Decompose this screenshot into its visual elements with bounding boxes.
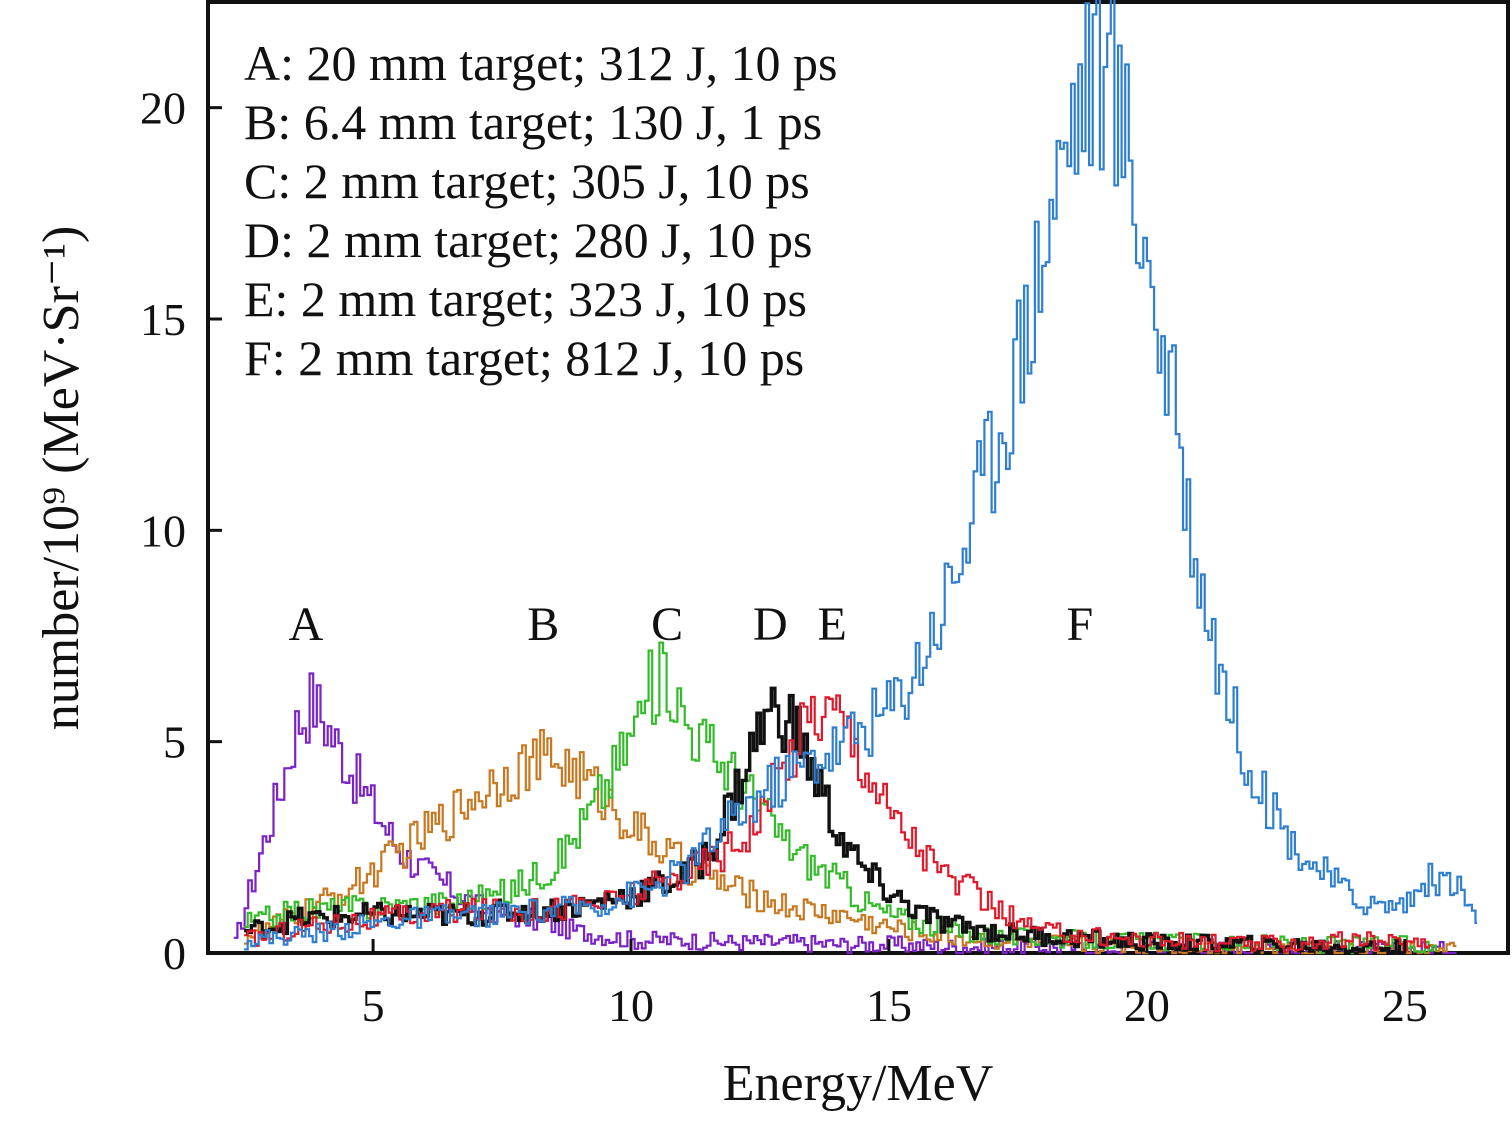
legend-entry-B: B: 6.4 mm target; 130 J, 1 ps bbox=[244, 94, 822, 150]
x-tick-label-4: 25 bbox=[1382, 980, 1428, 1031]
peak-label-B: B bbox=[527, 598, 559, 651]
series-line-C bbox=[244, 641, 1437, 955]
y-tick-label-2: 10 bbox=[140, 505, 186, 556]
y-axis-title: number/10⁹ (MeV·Sr⁻¹) bbox=[33, 226, 90, 731]
legend-entry-C: C: 2 mm target; 305 J, 10 ps bbox=[244, 153, 810, 209]
y-tick-label-4: 20 bbox=[140, 83, 186, 134]
x-axis-title: Energy/MeV bbox=[723, 1055, 994, 1112]
peak-label-D: D bbox=[753, 598, 788, 651]
y-tick-label-0: 0 bbox=[163, 928, 186, 979]
series-line-F bbox=[244, 0, 1477, 951]
x-tick-label-2: 15 bbox=[866, 980, 912, 1031]
ticks-layer: 5 10 15 20 25 0 5 10 15 20 bbox=[140, 83, 1428, 1031]
series-line-A bbox=[233, 672, 1457, 955]
y-tick-label-3: 15 bbox=[140, 294, 186, 345]
legend-entry-D: D: 2 mm target; 280 J, 10 ps bbox=[244, 212, 813, 268]
legend-entry-A: A: 20 mm target; 312 J, 10 ps bbox=[244, 35, 838, 91]
legend: A: 20 mm target; 312 J, 10 psB: 6.4 mm t… bbox=[244, 35, 838, 386]
series-line-B bbox=[244, 729, 1457, 955]
peak-label-F: F bbox=[1066, 598, 1093, 651]
legend-entry-F: F: 2 mm target; 812 J, 10 ps bbox=[244, 330, 804, 386]
y-tick-label-1: 5 bbox=[163, 717, 186, 768]
legend-entry-E: E: 2 mm target; 323 J, 10 ps bbox=[244, 271, 807, 327]
plot-frame bbox=[206, 0, 1510, 955]
x-tick-label-3: 20 bbox=[1124, 980, 1170, 1031]
peak-label-A: A bbox=[289, 598, 324, 651]
peak-label-C: C bbox=[651, 598, 683, 651]
x-tick-label-1: 10 bbox=[608, 980, 654, 1031]
x-tick-label-0: 5 bbox=[362, 980, 385, 1031]
peak-label-E: E bbox=[818, 598, 847, 651]
series-layer bbox=[233, 0, 1477, 955]
